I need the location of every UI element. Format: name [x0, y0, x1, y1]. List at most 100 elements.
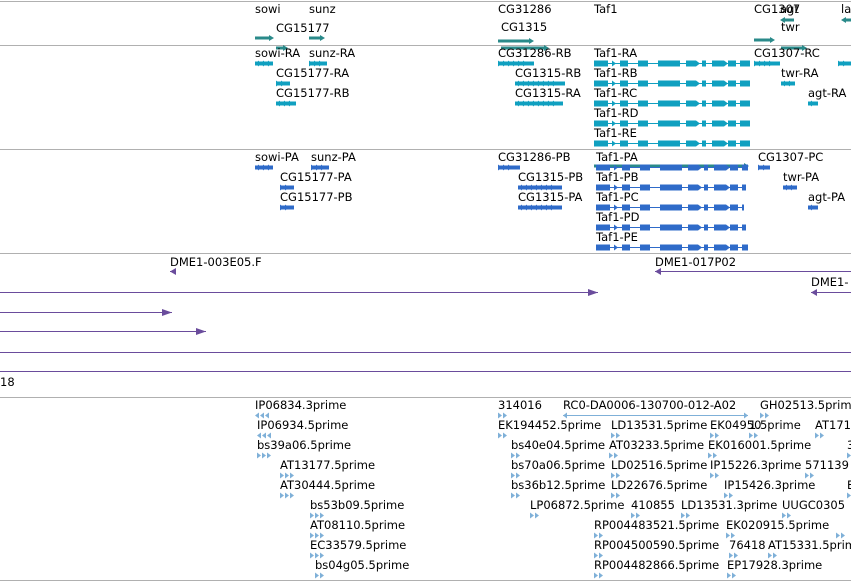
gene-feature[interactable]: la [841, 2, 851, 23]
exon[interactable] [594, 80, 608, 87]
protein-track[interactable]: sowi-PA sunz-PA CG15177-PA CG15177-PB CG3128… [255, 150, 845, 251]
est-feature[interactable]: bs53b09.5prime [310, 498, 404, 519]
exon[interactable] [730, 224, 738, 231]
exon[interactable] [740, 80, 750, 87]
exon[interactable] [704, 184, 708, 191]
est-feature[interactable]: 76418 [729, 538, 766, 559]
exon[interactable] [730, 244, 738, 251]
exon[interactable] [688, 224, 698, 231]
est-feature[interactable]: AT03233.5prime [609, 438, 704, 459]
clone-feature[interactable] [0, 289, 598, 296]
exon[interactable] [714, 224, 726, 231]
exon[interactable] [702, 140, 706, 147]
clone-feature[interactable] [0, 328, 206, 335]
est-feature[interactable]: AT08110.5prime [310, 518, 405, 539]
exon[interactable] [730, 164, 738, 171]
est-feature[interactable]: 314016 [498, 398, 542, 419]
gene-feature[interactable]: CG1315 [501, 20, 549, 51]
clone-feature[interactable]: 18 [0, 371, 851, 390]
protein-feature[interactable]: CG15177-PA [280, 170, 352, 191]
transcript-feature[interactable]: CG31286-RB [498, 46, 572, 67]
transcript-feature[interactable]: sowi-RA [255, 46, 300, 67]
protein-feature[interactable]: Taf1-PA [595, 150, 748, 171]
protein-feature[interactable]: Taf1-PD [595, 210, 746, 231]
clone-feature[interactable] [0, 309, 172, 316]
protein-feature[interactable]: agt-PA [808, 190, 845, 211]
protein-feature[interactable]: CG1307-PC [758, 150, 823, 171]
exon[interactable] [740, 140, 750, 147]
exon[interactable] [596, 244, 610, 251]
est-feature[interactable]: GH02513.5prime [760, 398, 851, 419]
feature-glyph[interactable] [841, 17, 851, 23]
exon[interactable] [620, 100, 628, 107]
est-feature[interactable]: LD02516.5prime [611, 458, 707, 479]
exon[interactable] [686, 80, 696, 87]
protein-feature[interactable]: Taf1-PE [595, 230, 748, 251]
transcript-feature[interactable]: agt-RA [808, 86, 847, 107]
exon[interactable] [686, 60, 696, 67]
transcript-feature[interactable] [838, 60, 851, 67]
exon[interactable] [594, 100, 608, 107]
exon[interactable] [622, 244, 630, 251]
est-feature[interactable]: UUGC0305 [782, 498, 845, 519]
gene-feature[interactable]: CG1307 [754, 2, 800, 43]
est-feature[interactable] [836, 532, 845, 539]
exon[interactable] [742, 184, 746, 191]
est-feature[interactable]: bs70a06.5prime [511, 458, 605, 479]
exon[interactable] [622, 184, 630, 191]
est-feature[interactable]: EC33579.5prime [310, 538, 406, 559]
exon[interactable] [728, 100, 736, 107]
transcript-feature[interactable]: CG15177-RB [276, 86, 350, 107]
clone-feature[interactable]: DME1-003E05.F [170, 255, 262, 275]
exon[interactable] [714, 204, 726, 211]
est-feature[interactable]: bs04g05.5prime [315, 558, 409, 579]
exon[interactable] [742, 204, 744, 211]
exon[interactable] [596, 224, 610, 231]
transcript-feature[interactable]: Taf1-RB [593, 66, 750, 87]
exon[interactable] [742, 164, 748, 171]
est-feature[interactable]: 1.5prime [749, 418, 801, 439]
exon[interactable] [620, 80, 628, 87]
est-feature[interactable]: IP06834.3prime [255, 398, 346, 419]
exon[interactable] [596, 184, 610, 191]
exon[interactable] [704, 244, 708, 251]
est-feature[interactable]: LD13531.3prime [681, 498, 777, 519]
est-feature[interactable]: RP004483521.5prime [594, 518, 719, 539]
transcript-track[interactable]: sowi-RA sunz-RA CG15177-RA CG15177-RB CG3128… [255, 46, 851, 147]
transcript-feature[interactable]: Taf1-RC [593, 86, 750, 107]
exon[interactable] [594, 60, 608, 67]
protein-body[interactable] [808, 205, 818, 210]
exon[interactable] [620, 60, 628, 67]
exon[interactable] [714, 184, 726, 191]
exon[interactable] [712, 60, 724, 67]
exon[interactable] [594, 140, 608, 147]
transcript-feature[interactable]: CG15177-RA [276, 66, 349, 87]
feature-glyph[interactable] [780, 17, 794, 23]
protein-feature[interactable]: sowi-PA [255, 150, 299, 171]
clone-feature[interactable]: DME1-017P02 [655, 255, 851, 275]
exon[interactable] [730, 204, 738, 211]
exon[interactable] [702, 120, 706, 127]
gene-feature[interactable]: twr [781, 20, 807, 51]
protein-feature[interactable]: sunz-PA [311, 150, 356, 171]
protein-feature[interactable]: CG15177-PB [280, 190, 353, 211]
transcript-feature[interactable]: Taf1-RE [593, 126, 750, 147]
exon[interactable] [620, 120, 628, 127]
transcript-feature[interactable]: twr-RA [781, 66, 819, 87]
transcript-feature[interactable]: CG1315-RB [515, 66, 581, 87]
est-feature[interactable]: EP17928.3prime [727, 558, 822, 579]
est-feature[interactable]: IP06934.5prime [257, 418, 348, 439]
exon[interactable] [714, 164, 726, 171]
exon[interactable] [712, 80, 724, 87]
est-feature[interactable]: AT171 [815, 418, 851, 439]
feature-glyph[interactable] [309, 35, 325, 41]
exon[interactable] [728, 60, 736, 67]
est-feature[interactable]: 410855 [631, 498, 675, 519]
exon[interactable] [704, 204, 708, 211]
exon[interactable] [622, 164, 630, 171]
protein-feature[interactable]: CG1315-PB [518, 170, 583, 191]
exon[interactable] [740, 60, 750, 67]
exon[interactable] [620, 140, 628, 147]
exon[interactable] [702, 100, 706, 107]
